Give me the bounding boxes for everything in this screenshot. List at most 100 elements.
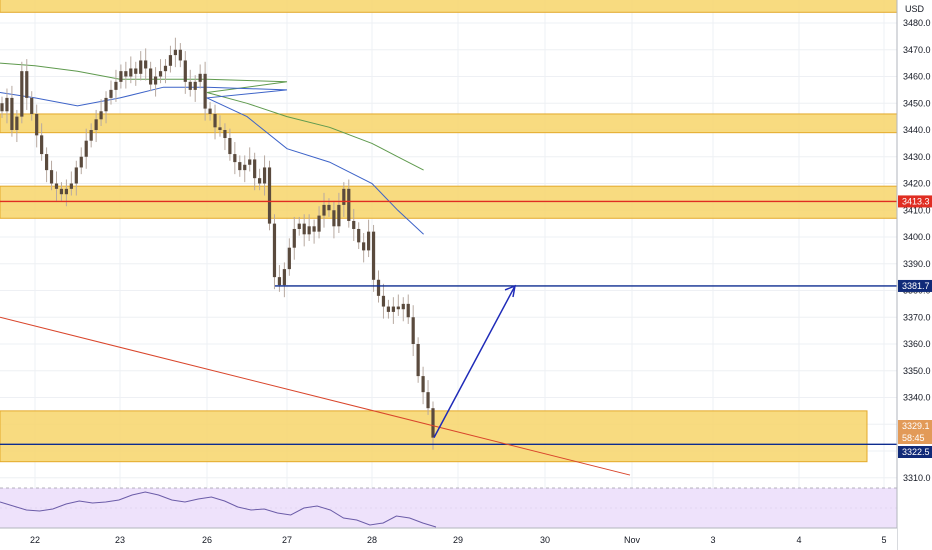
- candle-body: [144, 60, 148, 69]
- candle-body: [337, 204, 341, 227]
- candle-body: [84, 140, 88, 157]
- candle-body: [317, 215, 321, 232]
- price-tick-label: 3450.0: [903, 98, 931, 108]
- price-tick-label: 3340.0: [903, 393, 931, 403]
- candle-body: [253, 159, 257, 179]
- candle-body: [134, 68, 138, 74]
- candle-body: [35, 113, 39, 136]
- candle-body: [213, 113, 217, 128]
- price-tick-label: 3410.0: [903, 205, 931, 215]
- price-tick-label: 3480.0: [903, 18, 931, 28]
- candle-body: [168, 55, 173, 66]
- rsi-band: [0, 488, 897, 528]
- candle-body: [297, 223, 301, 229]
- candle-body: [342, 188, 346, 205]
- candle-body: [391, 306, 395, 312]
- candle-body: [292, 228, 296, 248]
- candle-body: [94, 119, 98, 130]
- candle-body: [332, 210, 336, 227]
- price-tag-badge: [898, 195, 932, 208]
- candle-body: [20, 71, 24, 117]
- price-tag-badge: [898, 446, 932, 458]
- projection-arrow-shaft[interactable]: [433, 285, 516, 438]
- candle-body: [228, 138, 232, 155]
- projection-arrow-head: [504, 284, 516, 298]
- candle-body: [233, 154, 237, 163]
- rsi-line: [0, 491, 437, 528]
- candle-body: [15, 116, 19, 130]
- candle-body: [421, 376, 425, 393]
- price-tag-text: 3413.3: [902, 196, 930, 206]
- candle-body: [371, 231, 376, 280]
- candle-body: [109, 89, 113, 98]
- candle-body: [74, 167, 78, 184]
- price-tick-label: 3430.0: [903, 152, 931, 162]
- candle-body: [183, 60, 187, 82]
- candle-body: [406, 303, 410, 318]
- price-scale[interactable]: [897, 0, 932, 550]
- candle-body: [347, 188, 351, 221]
- candle-body: [272, 223, 277, 278]
- time-tick-label: 23: [115, 535, 125, 545]
- price-tag-text: 3381.7: [902, 281, 930, 291]
- candle-body: [327, 204, 331, 211]
- candle-body: [64, 188, 69, 195]
- candle-body: [188, 81, 192, 90]
- price-tick-label: 3440.0: [903, 125, 931, 135]
- candle-body: [362, 242, 366, 251]
- ma-blue-line: [0, 86, 424, 235]
- time-tick-label: 29: [453, 535, 463, 545]
- price-zone: [0, 113, 898, 134]
- price-tick-label: 3460.0: [903, 72, 931, 82]
- time-tick-label: 4: [796, 535, 801, 545]
- time-scale[interactable]: [0, 528, 897, 550]
- candle-body: [59, 188, 64, 195]
- candle-body: [163, 65, 168, 72]
- candle-body: [79, 156, 83, 168]
- trend-line[interactable]: [0, 316, 631, 476]
- price-tags: 3413.3 3381.7 3329.1 58:45 3322.5: [898, 195, 932, 458]
- candle-body: [352, 220, 356, 229]
- price-tick-label: 3400.0: [903, 232, 931, 242]
- candle-body: [49, 170, 54, 184]
- candle-body: [376, 279, 381, 296]
- candle-body: [178, 49, 182, 61]
- candle-body: [411, 317, 415, 344]
- candle-body: [139, 60, 143, 74]
- chart-grid: [0, 0, 897, 528]
- candle-body: [302, 223, 306, 235]
- candle-body: [401, 303, 405, 310]
- price-tag-text: 3322.5: [902, 447, 930, 457]
- candle-body: [322, 204, 326, 216]
- time-tick-label: 26: [202, 535, 212, 545]
- candle-body: [173, 49, 177, 56]
- chart-drawings[interactable]: [0, 284, 631, 476]
- candle-body: [357, 228, 361, 243]
- candle-body: [307, 226, 311, 235]
- time-tick-label: 28: [367, 535, 377, 545]
- rsi-pane: 40.00: [0, 487, 926, 529]
- candle-body: [153, 76, 158, 85]
- candle-body: [114, 81, 118, 90]
- candle-body: [426, 392, 430, 409]
- candle-body: [258, 178, 262, 184]
- time-tick-label: 3: [710, 535, 715, 545]
- candle-body: [282, 269, 286, 286]
- candle-body: [208, 108, 212, 114]
- candle-body: [44, 154, 49, 171]
- candle-body: [238, 162, 242, 171]
- candle-body: [248, 159, 252, 165]
- horizontal-levels[interactable]: [0, 200, 897, 445]
- candle-body: [223, 130, 227, 139]
- time-tick-label: 30: [540, 535, 550, 545]
- candle-body: [198, 73, 202, 82]
- ma-green-line: [0, 62, 424, 171]
- candle-body: [381, 295, 386, 307]
- candle-body: [312, 226, 316, 232]
- currency-label: USD: [905, 4, 925, 14]
- candle-body: [0, 103, 4, 112]
- candle-body: [30, 97, 34, 114]
- price-tag-text: 3329.1: [902, 421, 930, 431]
- candle-body: [277, 277, 282, 286]
